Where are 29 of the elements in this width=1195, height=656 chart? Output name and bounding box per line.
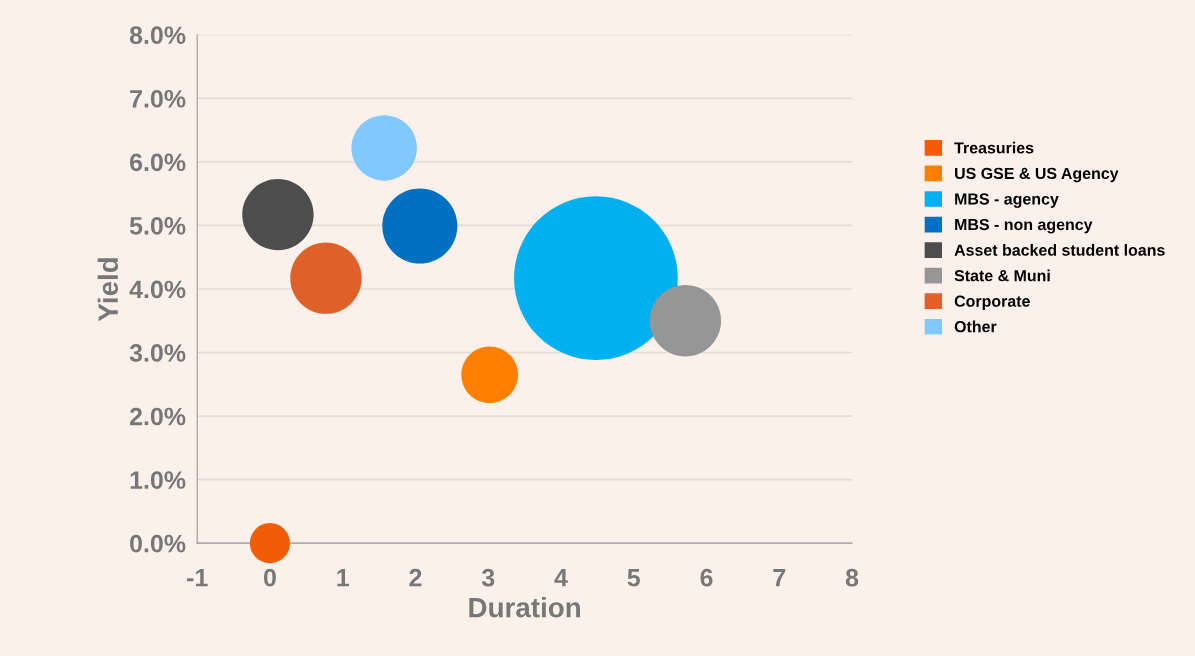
legend-label: State & Muni bbox=[954, 269, 1050, 282]
y-tick-label: 1.0% bbox=[130, 471, 186, 489]
x-tick-label: 7 bbox=[773, 569, 786, 587]
x-tick-label: -1 bbox=[187, 569, 208, 587]
legend-label: Corporate bbox=[954, 295, 1030, 310]
y-tick-label: 6.0% bbox=[130, 153, 186, 172]
x-tick-label: 1 bbox=[337, 569, 349, 587]
x-axis-title: Duration bbox=[469, 597, 580, 618]
y-tick-label: 2.0% bbox=[129, 407, 186, 426]
legend-label: Asset backed student loans bbox=[954, 244, 1165, 256]
y-tick-label: 5.0% bbox=[129, 217, 186, 235]
y-tick-label: 3.0% bbox=[129, 344, 186, 362]
x-tick-label: 6 bbox=[700, 568, 713, 587]
legend-label: MBS - non agency bbox=[955, 218, 1093, 234]
legend-label: MBS - agency bbox=[955, 193, 1059, 208]
legend-label: Other bbox=[954, 320, 997, 333]
x-tick-label: 3 bbox=[481, 568, 495, 587]
y-tick-label: 7.0% bbox=[130, 89, 186, 108]
legend-label: US GSE & US Agency bbox=[955, 167, 1119, 183]
x-tick-label: 5 bbox=[627, 569, 640, 587]
y-tick-label: 4.0% bbox=[129, 280, 186, 299]
x-tick-label: 2 bbox=[409, 568, 422, 587]
y-tick-label: 8.0% bbox=[129, 26, 186, 45]
legend-label: Treasuries bbox=[954, 141, 1034, 154]
x-tick-label: 0 bbox=[263, 568, 276, 587]
y-tick-label: 0.0% bbox=[130, 534, 186, 553]
x-tick-label: 4 bbox=[554, 569, 568, 587]
x-tick-label: 8 bbox=[845, 568, 859, 587]
y-axis-title: Yield bbox=[97, 258, 119, 322]
